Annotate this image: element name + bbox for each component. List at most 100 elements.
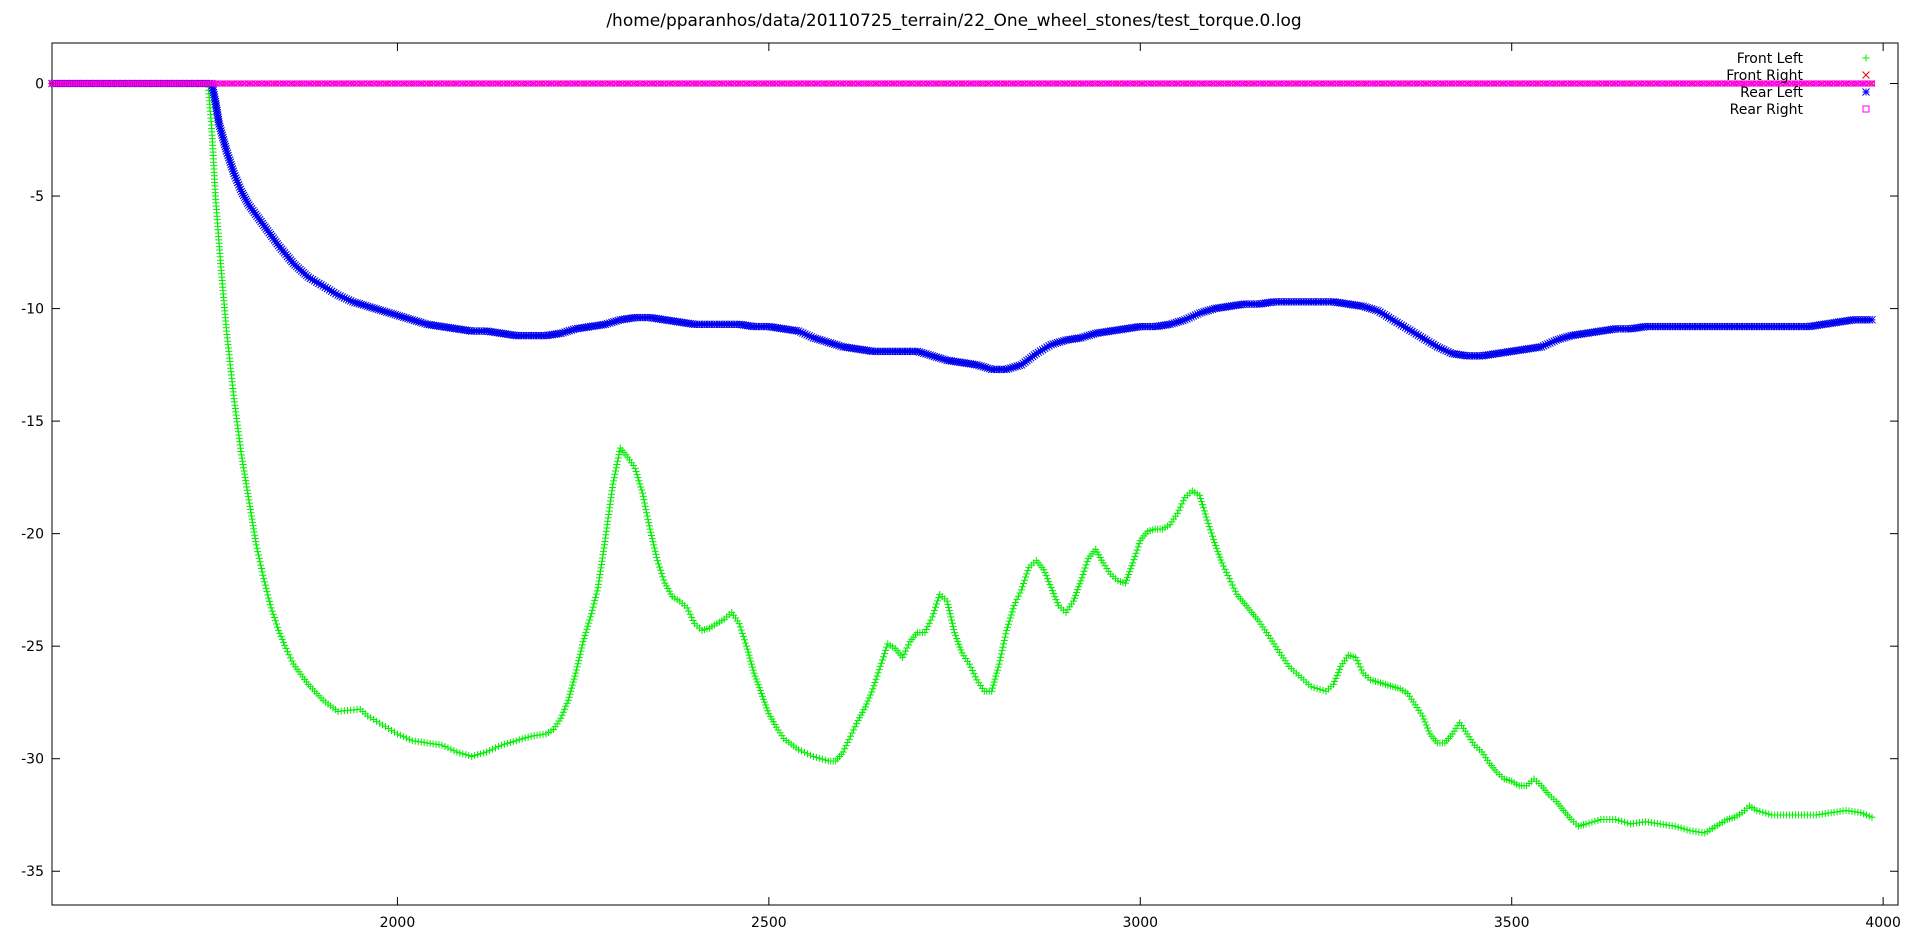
data-point <box>226 158 235 167</box>
data-point <box>1228 581 1236 589</box>
data-point <box>236 185 245 194</box>
data-point <box>1331 677 1339 685</box>
data-point <box>246 506 254 514</box>
data-point <box>1418 333 1427 342</box>
data-point <box>1013 362 1022 370</box>
data-point <box>1215 550 1223 558</box>
data-point <box>1214 547 1222 555</box>
data-point <box>845 735 853 743</box>
data-point <box>270 614 278 622</box>
data-point <box>659 573 667 581</box>
data-point <box>794 327 803 335</box>
data-point <box>939 355 947 363</box>
data-point <box>1020 579 1028 587</box>
data-point <box>1193 310 1202 318</box>
data-point <box>1070 594 1078 602</box>
data-point <box>231 171 239 180</box>
data-point <box>267 604 275 612</box>
data-point <box>565 326 574 335</box>
data-point <box>930 352 939 361</box>
data-point <box>253 544 261 552</box>
data-point <box>245 496 253 504</box>
data-point <box>217 129 226 137</box>
data-point <box>1201 510 1209 518</box>
data-point <box>739 633 747 641</box>
data-point <box>1868 813 1876 821</box>
data-point <box>572 669 580 677</box>
data-point <box>1437 344 1446 353</box>
data-point <box>216 124 225 133</box>
data-point <box>1191 311 1200 319</box>
data-point <box>1047 584 1055 592</box>
data-point <box>444 744 452 752</box>
data-point <box>218 131 227 140</box>
data-point <box>956 643 964 651</box>
data-point <box>928 351 937 360</box>
data-point <box>336 292 344 300</box>
legend-marker <box>1862 71 1870 79</box>
data-point <box>1045 342 1053 350</box>
data-point <box>315 279 323 288</box>
data-point <box>215 122 224 131</box>
data-point <box>638 486 646 494</box>
data-point <box>1008 608 1016 616</box>
data-point <box>568 684 576 692</box>
data-point <box>921 629 929 637</box>
data-point <box>450 747 458 755</box>
data-point <box>471 752 479 760</box>
data-point <box>1011 362 1019 371</box>
data-point <box>633 471 641 479</box>
legend-label: Rear Right <box>1730 102 1804 118</box>
data-point <box>385 308 393 317</box>
data-point <box>323 284 332 293</box>
data-point <box>558 711 566 719</box>
data-point <box>1200 307 1208 316</box>
data-point <box>878 656 886 664</box>
data-point <box>567 687 575 695</box>
data-point <box>615 451 623 459</box>
data-point <box>245 499 253 507</box>
data-point <box>1203 516 1211 524</box>
data-point <box>489 745 497 753</box>
data-point <box>1004 623 1011 631</box>
data-point <box>242 480 250 488</box>
data-point <box>1032 349 1041 358</box>
data-point <box>744 648 752 656</box>
x-tick-label: 2500 <box>751 915 787 931</box>
data-point <box>641 502 649 510</box>
data-point <box>1207 529 1215 537</box>
data-point <box>1013 595 1021 603</box>
data-point <box>1043 343 1051 352</box>
legend-label: Front Right <box>1726 68 1803 84</box>
data-point <box>559 708 567 716</box>
data-point <box>1074 586 1082 594</box>
data-point <box>1040 566 1048 574</box>
data-point <box>340 294 349 302</box>
data-point <box>402 314 410 322</box>
data-point <box>874 669 882 677</box>
data-point <box>258 568 266 576</box>
data-point <box>494 743 502 751</box>
data-point <box>1216 553 1224 561</box>
series-layer <box>48 79 1876 837</box>
data-point <box>480 749 488 757</box>
y-tick-label: -5 <box>30 189 44 205</box>
data-point <box>265 597 273 605</box>
data-point <box>240 467 248 475</box>
data-point <box>610 317 618 326</box>
data-point <box>1352 653 1360 661</box>
data-point <box>408 315 417 324</box>
data-point <box>1085 331 1094 340</box>
data-point <box>1047 340 1055 349</box>
data-point <box>926 351 935 360</box>
data-point <box>379 721 387 729</box>
data-point <box>588 606 596 614</box>
data-point <box>399 313 408 322</box>
data-point <box>438 741 446 749</box>
data-point <box>1421 718 1429 726</box>
data-point <box>317 280 325 289</box>
data-point <box>1427 339 1435 347</box>
data-point <box>412 317 421 325</box>
data-point <box>1036 347 1045 355</box>
